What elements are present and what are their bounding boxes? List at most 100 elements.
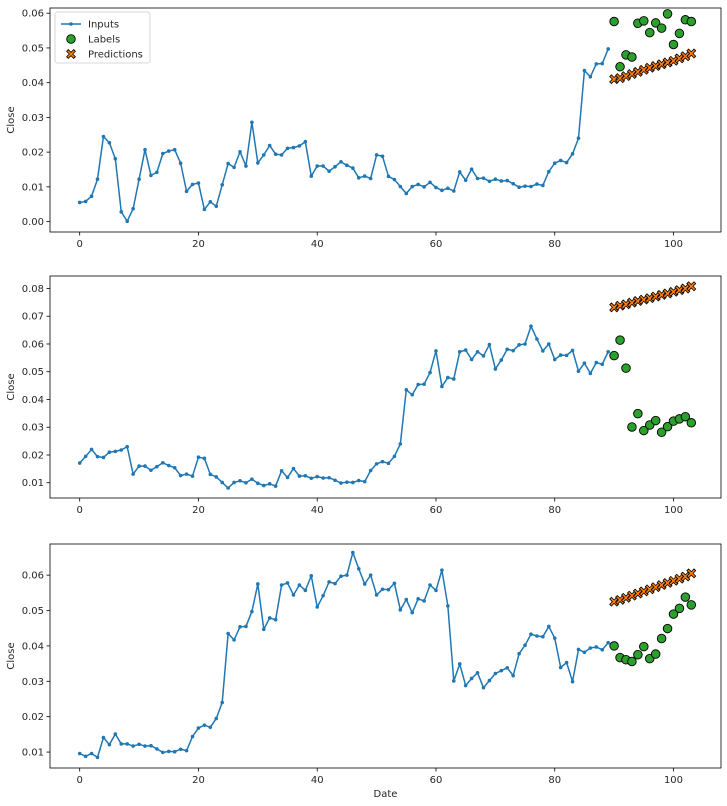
inputs-point <box>582 361 587 365</box>
x-tick-label: 20 <box>192 239 205 250</box>
y-tick-label: 0.02 <box>22 712 44 723</box>
inputs-point <box>440 568 444 572</box>
legend-inputs-marker <box>69 22 73 26</box>
y-tick-label: 0.07 <box>22 312 44 323</box>
prediction-point <box>609 596 620 607</box>
x-tick-label: 60 <box>430 775 443 786</box>
prediction-point <box>662 57 673 68</box>
inputs-point <box>600 648 605 652</box>
inputs-point <box>475 349 480 354</box>
inputs-point <box>487 678 492 683</box>
inputs-point <box>238 478 242 483</box>
inputs-point <box>226 486 230 490</box>
inputs-point <box>362 174 367 178</box>
prediction-point <box>686 48 697 59</box>
inputs-point <box>398 608 403 612</box>
inputs-point <box>564 160 569 165</box>
inputs-point <box>137 177 141 182</box>
inputs-point <box>505 666 510 670</box>
inputs-point <box>434 588 438 593</box>
inputs-point <box>564 353 569 358</box>
inputs-point <box>297 583 302 587</box>
inputs-point <box>149 173 153 178</box>
inputs-point <box>446 186 450 191</box>
prediction-point <box>632 66 643 77</box>
prediction-point <box>644 584 655 595</box>
inputs-point <box>374 462 379 466</box>
series-inputs <box>77 324 610 490</box>
x-tick-label: 60 <box>430 505 443 516</box>
x-tick-label: 100 <box>664 239 683 250</box>
inputs-point <box>428 180 432 185</box>
inputs-point <box>398 442 403 446</box>
y-tick-label: 0.05 <box>22 43 44 54</box>
inputs-point <box>428 370 432 375</box>
label-point <box>639 425 649 436</box>
inputs-point <box>131 744 135 748</box>
inputs-point <box>356 566 361 571</box>
series-labels <box>609 9 697 72</box>
prediction-point <box>626 590 637 601</box>
inputs-point <box>261 627 266 632</box>
inputs-point <box>469 676 474 681</box>
inputs-point <box>119 742 124 746</box>
inputs-point <box>89 447 94 452</box>
inputs-point <box>256 582 260 586</box>
inputs-point <box>166 149 171 153</box>
inputs-point <box>202 207 207 212</box>
inputs-point <box>558 353 563 357</box>
y-tick-label: 0.01 <box>22 478 44 489</box>
inputs-point <box>517 343 521 347</box>
inputs-point <box>380 459 385 464</box>
prediction-point <box>680 283 691 294</box>
inputs-point <box>576 136 581 141</box>
label-point <box>662 421 673 432</box>
series-labels <box>609 592 697 667</box>
inputs-point <box>131 472 135 476</box>
inputs-point <box>161 460 165 465</box>
inputs-point <box>546 342 551 346</box>
inputs-point <box>398 184 403 189</box>
inputs-point <box>89 194 94 199</box>
label-point <box>650 18 661 28</box>
inputs-point <box>238 149 242 154</box>
inputs-point <box>309 574 314 578</box>
inputs-point <box>131 206 135 211</box>
y-tick-label: 0.03 <box>22 113 44 124</box>
inputs-point <box>446 375 450 380</box>
inputs-point <box>315 474 320 479</box>
inputs-point <box>95 177 100 182</box>
inputs-point <box>541 349 545 353</box>
label-point <box>668 609 679 619</box>
inputs-point <box>113 156 118 161</box>
series-inputs <box>77 47 610 224</box>
prediction-point <box>621 71 631 82</box>
inputs-point <box>416 182 420 187</box>
inputs-point <box>172 465 177 470</box>
inputs-point <box>143 147 147 152</box>
inputs-point <box>576 369 581 373</box>
prediction-point <box>615 594 626 605</box>
inputs-point <box>107 742 112 747</box>
inputs-point <box>588 74 593 79</box>
inputs-point <box>273 484 278 488</box>
prediction-point <box>662 577 673 588</box>
inputs-point <box>166 749 171 754</box>
prediction-point <box>668 575 679 586</box>
label-point <box>615 61 625 72</box>
inputs-point <box>463 683 468 688</box>
inputs-point <box>535 337 539 341</box>
inputs-point <box>83 199 88 204</box>
inputs-point <box>83 454 88 459</box>
inputs-point <box>143 464 147 468</box>
axes-frame <box>49 543 722 769</box>
inputs-point <box>457 349 462 354</box>
inputs-point <box>220 480 225 485</box>
inputs-point <box>256 481 260 486</box>
inputs-point <box>155 170 159 175</box>
inputs-point <box>362 479 367 484</box>
inputs-point <box>285 581 290 585</box>
inputs-point <box>220 182 225 187</box>
inputs-point <box>523 342 527 346</box>
